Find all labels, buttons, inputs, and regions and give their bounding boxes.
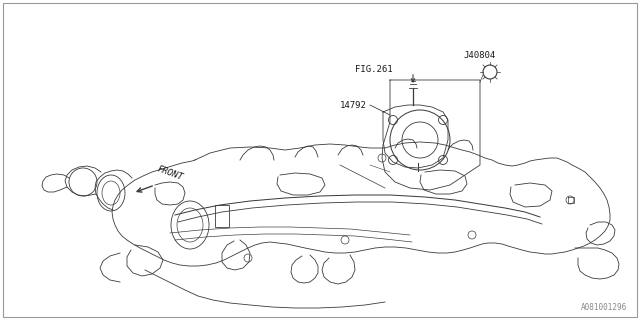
Text: A081001296: A081001296	[580, 303, 627, 312]
Bar	[215, 205, 229, 227]
Text: FRONT: FRONT	[156, 164, 184, 182]
Text: 14792: 14792	[340, 100, 367, 109]
Text: J40804: J40804	[463, 51, 495, 60]
Text: FIG.261: FIG.261	[355, 66, 392, 75]
